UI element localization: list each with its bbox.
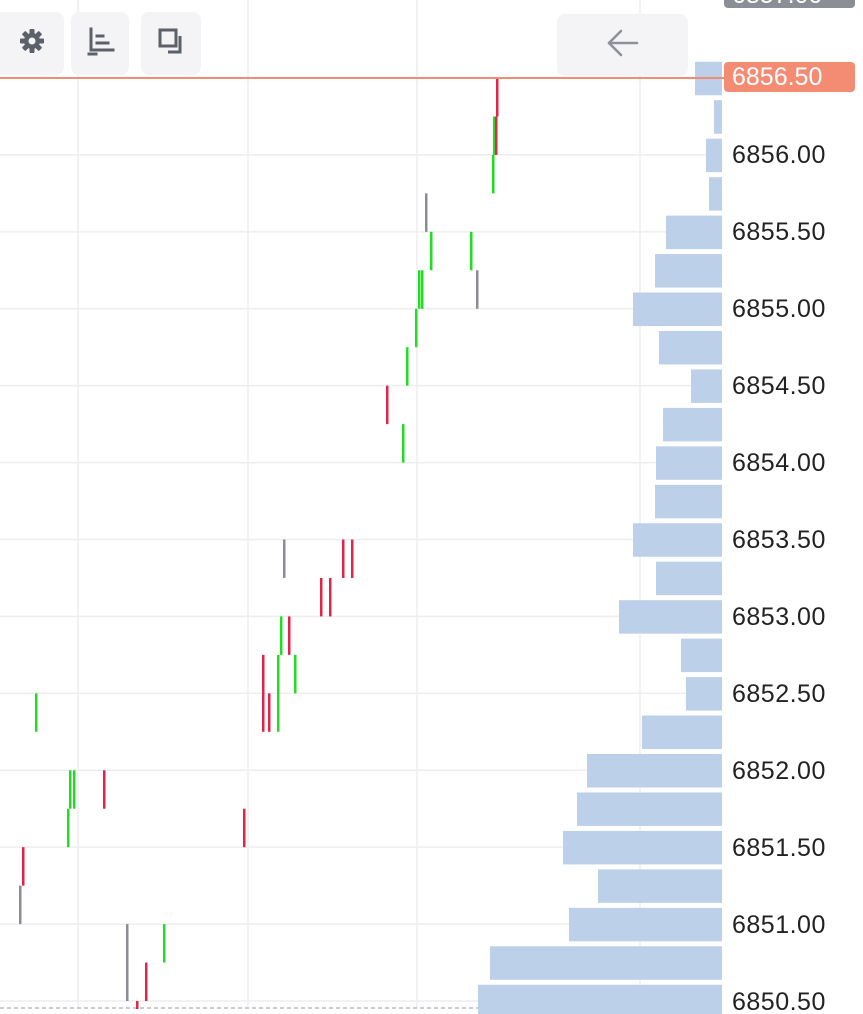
price-tick-label: 6853.50 [732,526,826,554]
volume-bar [714,100,722,134]
axis-icon [84,25,116,62]
indicator-button[interactable] [71,12,129,75]
candle [268,693,271,732]
gear-icon [17,26,47,61]
candle [22,847,25,886]
candle [136,1001,139,1009]
price-tick-label: 6851.00 [732,911,826,939]
candle [342,539,345,578]
volume-bar [663,407,722,442]
candle [103,770,106,809]
volume-profile [478,61,722,1014]
volume-bar [709,177,722,211]
candle [430,231,433,271]
price-tick-label: 6850.50 [732,988,826,1014]
candle [351,539,354,578]
price-tick-label: 6854.50 [732,372,826,400]
arrow-left-icon [606,28,640,63]
candle [386,385,389,425]
price-tick-label: 6856.00 [732,141,826,169]
candles [19,78,499,1009]
volume-bar [569,907,722,942]
volume-bar [642,715,722,750]
candle [145,962,148,1001]
volume-bar [656,446,722,480]
candle [415,308,418,348]
candle [19,885,22,925]
volume-bar [587,754,722,788]
volume-bar [633,292,722,326]
price-tick-label: 6853.00 [732,603,826,631]
settings-button[interactable] [0,12,64,75]
volume-bar [598,869,722,903]
candle [294,654,297,694]
candle [418,270,421,309]
back-button[interactable] [557,14,688,76]
layout-button[interactable] [141,12,201,75]
candle [329,577,332,617]
candle [163,924,166,963]
volume-bar [691,369,722,403]
window-icon [155,25,187,62]
price-axis-top-label: 6857.00 [724,0,855,8]
volume-bar [655,254,722,288]
candle [73,770,76,809]
candle [493,116,496,155]
candle [406,347,409,386]
volume-bar [666,215,722,250]
candle [283,539,286,578]
candle [288,616,291,655]
candle [67,808,70,848]
candle [421,270,424,309]
price-tick-label: 6855.00 [732,295,826,323]
candle [402,424,405,463]
candle [280,616,283,655]
price-tick-label: 6852.00 [732,757,826,785]
price-tick-label: 6854.00 [732,449,826,477]
volume-bar [686,677,722,711]
candle [496,78,499,117]
candle [126,924,129,1001]
candle [492,154,495,194]
price-tick-label: 6855.50 [732,218,826,246]
volume-bar [656,561,722,596]
candle [425,193,428,232]
volume-bar [563,830,722,865]
volume-bar [633,523,722,557]
price-tick-label: 6852.50 [732,680,826,708]
volume-bar [655,484,722,519]
candle [476,270,479,309]
candle [320,577,323,617]
candle [35,693,38,732]
candle [262,654,265,732]
volume-bar [490,946,722,980]
candle [69,770,72,809]
candle [243,808,246,848]
candle [277,654,280,732]
price-tick-label: 6851.50 [732,834,826,862]
volume-bar [577,792,722,826]
volume-bar [681,638,722,673]
volume-bar [706,138,722,173]
candle [470,231,473,271]
current-price-tag: 6856.50 [724,62,855,92]
volume-bar [619,600,722,634]
volume-bar [478,984,722,1014]
volume-bar [659,330,722,365]
candle [495,116,498,155]
